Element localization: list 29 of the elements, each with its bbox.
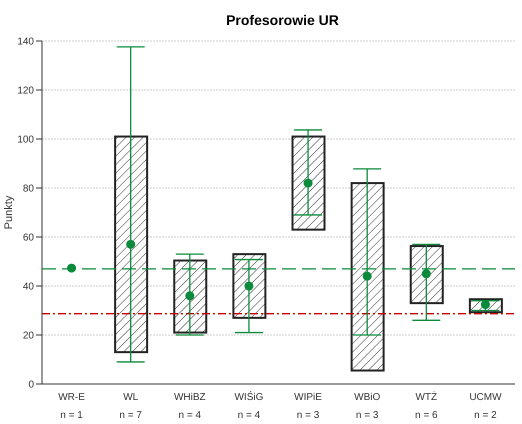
x-tick-label: WIŚiG n = 4 (234, 391, 264, 421)
y-tick-label: 120 (17, 86, 34, 97)
y-tick-label: 80 (22, 184, 34, 195)
x-tick-label: WTŻ n = 6 (415, 391, 438, 421)
x-tick-label: WIPiE n = 3 (294, 392, 322, 421)
bar (350, 182, 385, 372)
x-tick-label: WHiBZ n = 4 (174, 392, 206, 421)
y-tick-label: 20 (22, 330, 34, 342)
x-tick-label: WBiO n = 3 (354, 392, 380, 421)
bar (292, 136, 326, 231)
y-tick-label: 60 (22, 232, 34, 244)
y-tick-label: 140 (17, 36, 34, 48)
bar (114, 136, 148, 354)
point (244, 281, 254, 291)
x-tick-label: WR-E n = 1 (58, 392, 86, 421)
bar (410, 245, 444, 304)
point (185, 291, 194, 300)
point (304, 178, 313, 188)
y-tick-label: 0 (28, 380, 34, 391)
point (362, 272, 372, 281)
chart-title: Profesorowie UR (225, 12, 340, 28)
x-tick-label: UCMW n = 2 (469, 392, 502, 421)
point (126, 240, 136, 249)
y-tick-label: 100 (17, 134, 34, 146)
y-tick-label: 40 (22, 282, 34, 293)
point (67, 264, 76, 273)
point (422, 269, 431, 278)
y-axis-title: Punkty (2, 195, 15, 230)
x-tick-label: WL n = 7 (119, 392, 142, 421)
